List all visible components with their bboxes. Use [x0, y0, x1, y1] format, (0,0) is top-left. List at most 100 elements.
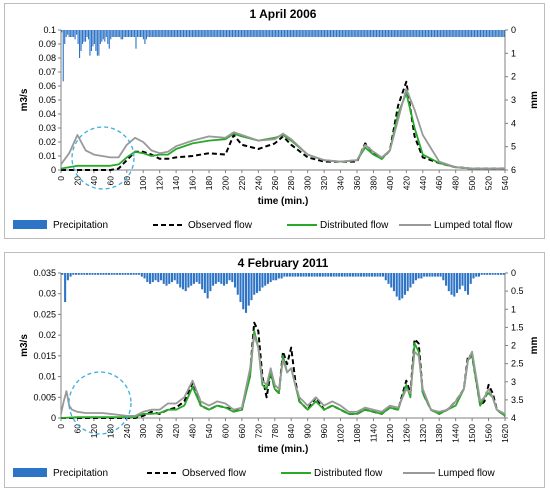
precip-bar [113, 273, 116, 275]
precip-bar [325, 30, 327, 37]
legend-label: Distributed flow [314, 468, 383, 479]
precip-bar [102, 273, 105, 275]
precip-bar [72, 273, 75, 275]
precip-bar [282, 30, 284, 37]
precip-bar [200, 30, 202, 37]
precip-bar [422, 30, 424, 37]
precip-bar [466, 30, 468, 37]
legend-label: Lumped flow [438, 468, 495, 479]
x-tick-label: 180 [204, 176, 214, 190]
precip-bar [269, 273, 272, 283]
precip-bar [99, 30, 101, 44]
precip-bar [253, 273, 256, 295]
precip-bar [270, 30, 272, 37]
precip-bar [231, 30, 234, 37]
precip-bar [390, 273, 393, 288]
x-tick-label: 60 [72, 424, 82, 434]
chart-title: 4 February 2011 [238, 256, 329, 270]
precip-bar [113, 30, 115, 37]
x-tick-label: 200 [220, 176, 230, 190]
precip-bar [494, 273, 497, 275]
precip-bar [138, 30, 140, 37]
precip-bar [272, 273, 275, 281]
y-tick-label: 0.025 [33, 309, 56, 319]
precip-bar [379, 273, 382, 277]
precip-bar [244, 273, 248, 313]
precip-bar [220, 30, 222, 37]
precip-bar [442, 273, 445, 281]
chart-february-2011: 4 February 2011 0 0.005 0.01 0.015 0.02 0.025 0… [13, 256, 540, 479]
precip-bar [473, 30, 476, 37]
precip-bar [263, 30, 265, 37]
precip-bar [485, 30, 488, 37]
precip-bar [465, 30, 467, 37]
legend-label: Lumped total flow [434, 220, 513, 231]
precip-bar [420, 273, 423, 279]
y2-tick-label: 1 [511, 48, 516, 58]
precip-bar [441, 30, 443, 37]
precip-bar [316, 30, 318, 37]
x-tick-label: 1140 [368, 424, 378, 443]
precip-bar [217, 273, 220, 283]
x-axis-label: time (min.) [258, 196, 309, 207]
precip-bar [136, 30, 139, 37]
x-tick-label: 380 [368, 176, 378, 190]
chart-panel-april-2006: 1 April 2006 0 0.01 0.02 0.03 0.04 0.05 0.06 0.0… [4, 3, 545, 239]
precip-bar [335, 273, 338, 277]
precip-bar [80, 30, 82, 51]
precip-bar [104, 30, 106, 42]
precip-bar [403, 273, 407, 295]
precip-bar [138, 273, 141, 275]
precip-bar [233, 273, 237, 288]
x-tick-label: 1500 [467, 424, 477, 443]
x-tick-label: 220 [237, 176, 247, 190]
precip-bar [417, 30, 419, 37]
x-tick-label: 0 [56, 176, 66, 181]
legend-label: Precipitation [53, 220, 108, 231]
precip-bar [398, 30, 400, 37]
precip-bar [295, 30, 297, 37]
precip-bar [456, 30, 458, 37]
precip-bar [149, 273, 152, 284]
precip-bar [124, 273, 127, 275]
precip-bar [151, 273, 154, 283]
x-tick-label: 0 [56, 424, 66, 429]
precip-bar [390, 30, 392, 37]
precip-bar [181, 30, 183, 37]
precip-bar [147, 30, 149, 37]
precip-bar [277, 273, 280, 279]
y2-tick-label: 2.5 [511, 359, 524, 369]
precip-bar [93, 30, 95, 44]
x-tick-label: 460 [434, 176, 444, 190]
precip-bar [426, 30, 428, 37]
y-tick-label: 0 [51, 165, 56, 175]
precip-bar [280, 30, 283, 37]
precip-bar [266, 273, 269, 284]
precip-bar [463, 30, 465, 37]
precip-bar [335, 30, 338, 37]
precip-bar [102, 30, 104, 40]
precip-bar [459, 30, 461, 37]
precip-bar [114, 30, 116, 37]
precip-bar [286, 30, 289, 37]
precip-bar [239, 273, 242, 302]
precip-bar [178, 30, 180, 37]
precip-bar [354, 273, 357, 277]
legend-swatch-precipitation [13, 468, 47, 477]
precip-bar [172, 30, 174, 37]
precip-bar [399, 30, 401, 37]
precip-bar [257, 30, 259, 37]
precip-bar [491, 273, 494, 275]
precip-bar [212, 30, 214, 37]
precip-bar [502, 30, 504, 37]
precip-bar [448, 30, 450, 37]
precip-bar [340, 30, 342, 37]
series-line-distributed-flow [60, 92, 505, 170]
precip-bar [370, 30, 372, 37]
precip-bar [423, 30, 425, 37]
precip-bar [410, 30, 412, 37]
x-tick-label: 80 [122, 176, 132, 186]
precip-bar [252, 30, 254, 37]
precip-bar [151, 30, 153, 37]
legend-label: Observed flow [188, 220, 253, 231]
